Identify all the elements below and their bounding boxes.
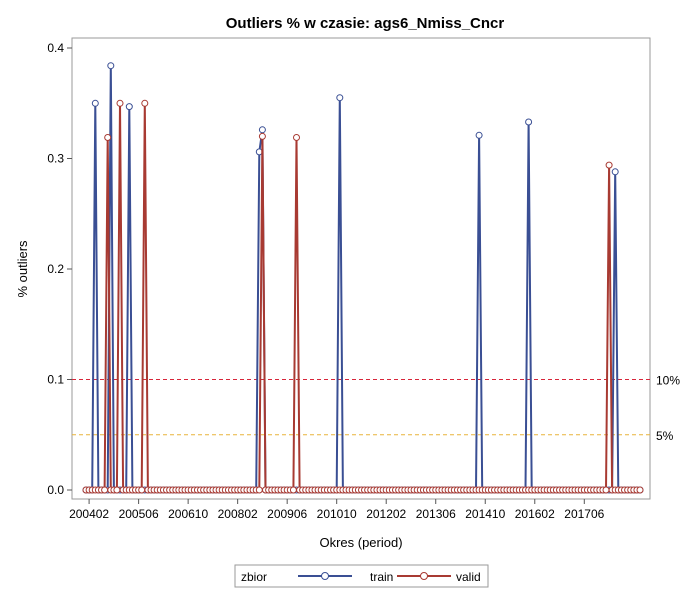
y-axis-label: % outliers [15, 240, 30, 298]
series-line [86, 64, 640, 491]
series-train [82, 62, 644, 494]
data-point [141, 99, 149, 107]
y-tick-label: 0.4 [47, 41, 64, 55]
y-axis: 0.0 0.1 0.2 0.3 0.4 [47, 41, 72, 497]
data-point [475, 131, 483, 139]
data-point [101, 486, 109, 494]
x-tick-label: 201602 [515, 507, 555, 521]
y-tick-label: 0.1 [47, 373, 64, 387]
data-point [138, 486, 146, 494]
legend-title: zbior [241, 570, 267, 584]
x-axis: 200402 200506 200610 200802 200906 201010 2012… [69, 499, 605, 521]
x-tick-label: 201010 [317, 507, 357, 521]
data-point [255, 486, 263, 494]
x-axis-label: Okres (period) [319, 535, 402, 550]
data-point [293, 134, 300, 141]
x-tick-label: 200906 [267, 507, 307, 521]
reference-line-label: 10% [656, 374, 680, 388]
series-layer [82, 62, 644, 494]
data-point [336, 94, 344, 102]
legend-frame [234, 564, 489, 588]
legend-swatch-marker [420, 572, 428, 580]
series-valid [82, 99, 644, 494]
legend-items: train valid [298, 570, 481, 584]
data-point [605, 161, 613, 169]
data-point [104, 134, 112, 141]
legend-label: train [370, 570, 393, 584]
series-line [86, 102, 640, 491]
data-point [258, 126, 266, 134]
reference-line-label: 5% [656, 429, 674, 443]
data-point [258, 132, 266, 140]
x-tick-label: 200506 [119, 507, 159, 521]
x-tick-label: 201202 [366, 507, 406, 521]
legend-item-train: train [298, 570, 393, 584]
reference-lines: 10% 5% [72, 374, 680, 443]
legend-label: valid [456, 570, 481, 584]
y-tick-label: 0.3 [47, 152, 64, 166]
x-tick-label: 201706 [564, 507, 604, 521]
x-tick-label: 200402 [69, 507, 109, 521]
x-tick-label: 201306 [416, 507, 456, 521]
data-point [636, 486, 644, 494]
y-tick-label: 0.0 [47, 483, 64, 497]
legend: zbior train valid [234, 564, 489, 588]
chart-title: Outliers % w czasie: ags6_Nmiss_Cncr [226, 15, 505, 32]
legend-item-valid: valid [397, 570, 481, 584]
legend-swatch-marker [321, 572, 329, 580]
data-point [611, 168, 619, 176]
data-point [289, 486, 297, 494]
data-point [107, 62, 115, 70]
data-point [116, 99, 124, 107]
plot-frame [71, 37, 651, 500]
data-point [91, 99, 99, 107]
y-tick-label: 0.2 [47, 262, 64, 276]
x-tick-label: 200610 [168, 507, 208, 521]
x-tick-label: 200802 [218, 507, 258, 521]
data-point [525, 118, 533, 126]
data-point [125, 103, 133, 111]
data-point [113, 486, 121, 494]
data-point [602, 486, 610, 494]
x-tick-label: 201410 [465, 507, 505, 521]
